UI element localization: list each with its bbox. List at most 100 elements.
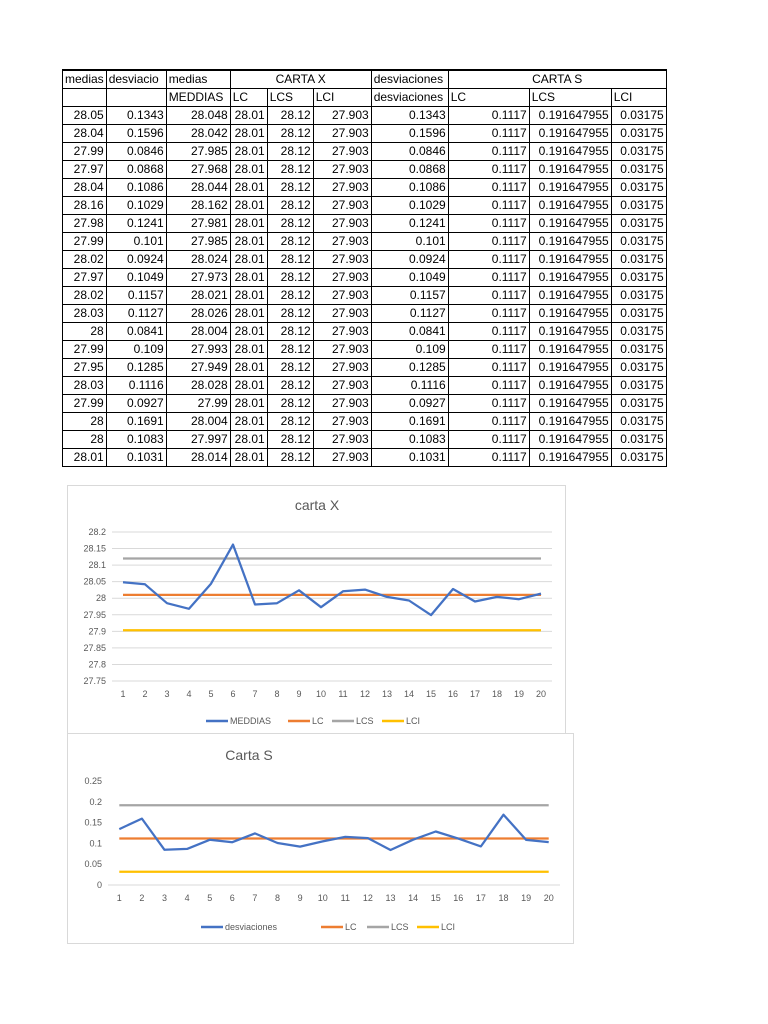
- table-cell: 0.1117: [447, 340, 530, 359]
- table-cell: 0.1086: [105, 178, 167, 197]
- table-cell: 28.026: [165, 304, 231, 323]
- table-cell: 0.03175: [610, 322, 667, 341]
- table-cell: 28.01: [229, 376, 268, 395]
- table-cell: 28.12: [266, 286, 314, 305]
- table-cell: 28.12: [266, 232, 314, 251]
- x-tick-label: 5: [207, 893, 212, 903]
- table-cell: 0.1031: [370, 448, 449, 467]
- table-cell: 28.12: [266, 376, 314, 395]
- x-tick-label: 18: [498, 893, 508, 903]
- table-cell: 28.12: [266, 394, 314, 413]
- table-row: 28 0.0841 28.004 28.01 28.12 27.903 0.0841 0.11…: [62, 322, 667, 341]
- table-cell: 0.03175: [610, 286, 667, 305]
- table-cell: 0.03175: [610, 142, 667, 161]
- table-cell: 28.01: [229, 412, 268, 431]
- x-tick-label: 4: [186, 689, 191, 699]
- table-cell: 27.903: [312, 304, 372, 323]
- table-cell: 0.0841: [370, 322, 449, 341]
- table-cell: 27.949: [165, 358, 231, 377]
- table-cell: 28.01: [229, 394, 268, 413]
- table-cell: 27.903: [312, 178, 372, 197]
- header-cell: LCS: [528, 88, 612, 107]
- table-cell: 28.12: [266, 268, 314, 287]
- table-cell: 28.048: [165, 106, 231, 125]
- table-cell: 0.1049: [370, 268, 449, 287]
- table-cell: 27.903: [312, 430, 372, 449]
- table-cell: 0.1031: [105, 448, 167, 467]
- legend-label: LC: [345, 922, 357, 932]
- table-cell: 0.03175: [610, 232, 667, 251]
- table-cell: 27.903: [312, 142, 372, 161]
- table-cell: 28.03: [62, 376, 107, 395]
- table-cell: 27.95: [62, 358, 107, 377]
- table-cell: 0.191647955: [528, 394, 612, 413]
- x-tick-label: 12: [363, 893, 373, 903]
- table-row: 28.02 0.0924 28.024 28.01 28.12 27.903 0.0924 0…: [62, 250, 667, 269]
- x-tick-label: 6: [230, 893, 235, 903]
- table-row: 28.02 0.1157 28.021 28.01 28.12 27.903 0.1157 0…: [62, 286, 667, 305]
- data-table: medias desviacio medias CARTA X desviaci…: [62, 69, 667, 467]
- table-cell: 0.1049: [105, 268, 167, 287]
- table-cell: 0.1117: [447, 322, 530, 341]
- x-tick-label: 13: [382, 689, 392, 699]
- table-cell: 28.12: [266, 106, 314, 125]
- table-cell: 28.16: [62, 196, 107, 215]
- table-cell: 0.0846: [370, 142, 449, 161]
- table-cell: 27.985: [165, 232, 231, 251]
- table-cell: 28: [62, 430, 107, 449]
- header-cell-carta-s: CARTA S: [447, 69, 667, 89]
- table-cell: 28.162: [165, 196, 231, 215]
- table-cell: 0.0846: [105, 142, 167, 161]
- table-cell: 27.903: [312, 322, 372, 341]
- legend-label: desviaciones: [225, 922, 278, 932]
- table-cell: 28.004: [165, 322, 231, 341]
- table-cell: 28.01: [229, 142, 268, 161]
- table-cell: 27.973: [165, 268, 231, 287]
- table-cell: 0.191647955: [528, 304, 612, 323]
- table-cell: 0.1116: [105, 376, 167, 395]
- table-row: 27.99 0.101 27.985 28.01 28.12 27.903 0.101 0.1…: [62, 232, 667, 251]
- table-cell: 28.02: [62, 250, 107, 269]
- x-tick-label: 1: [120, 689, 125, 699]
- header-cell: [62, 88, 107, 107]
- table-row: 28.16 0.1029 28.162 28.01 28.12 27.903 0.1029 0…: [62, 196, 667, 215]
- table-cell: 28.05: [62, 106, 107, 125]
- table-cell: 28: [62, 412, 107, 431]
- table-cell: 27.903: [312, 106, 372, 125]
- y-tick-label: 27.8: [88, 659, 106, 669]
- table-cell: 0.1117: [447, 160, 530, 179]
- table-cell: 0.03175: [610, 196, 667, 215]
- table-cell: 0.1241: [105, 214, 167, 233]
- table-cell: 0.03175: [610, 448, 667, 467]
- chart-carta-x-svg: carta X27.7527.827.8527.927.952828.0528.…: [83, 497, 552, 726]
- x-tick-label: 12: [360, 689, 370, 699]
- table-cell: 28.01: [229, 160, 268, 179]
- table-cell: 27.97: [62, 268, 107, 287]
- table-cell: 27.903: [312, 340, 372, 359]
- x-tick-label: 16: [448, 689, 458, 699]
- table-cell: 0.1117: [447, 358, 530, 377]
- series-line-meddias: [122, 543, 542, 617]
- x-tick-label: 2: [142, 689, 147, 699]
- table-cell: 0.1117: [447, 178, 530, 197]
- table-cell: 27.903: [312, 160, 372, 179]
- x-tick-label: 16: [453, 893, 463, 903]
- table-row: 28.04 0.1596 28.042 28.01 28.12 27.903 0.1596 0…: [62, 124, 667, 143]
- x-tick-label: 9: [296, 689, 301, 699]
- table-cell: 27.97: [62, 160, 107, 179]
- series-line-desviaciones: [118, 813, 549, 852]
- table-cell: 27.98: [62, 214, 107, 233]
- table-row: 28.04 0.1086 28.044 28.01 28.12 27.903 0.1086 0…: [62, 178, 667, 197]
- table-cell: 27.997: [165, 430, 231, 449]
- y-tick-label: 0.25: [84, 776, 102, 786]
- header-cell: LCS: [266, 88, 314, 107]
- table-cell: 28.12: [266, 448, 314, 467]
- y-tick-label: 0.15: [84, 818, 102, 828]
- y-tick-label: 0: [97, 880, 102, 890]
- table-cell: 0.191647955: [528, 286, 612, 305]
- table-cell: 28.01: [229, 286, 268, 305]
- table-cell: 28.01: [229, 214, 268, 233]
- table-cell: 27.903: [312, 376, 372, 395]
- table-cell: 27.968: [165, 160, 231, 179]
- table-cell: 0.1117: [447, 304, 530, 323]
